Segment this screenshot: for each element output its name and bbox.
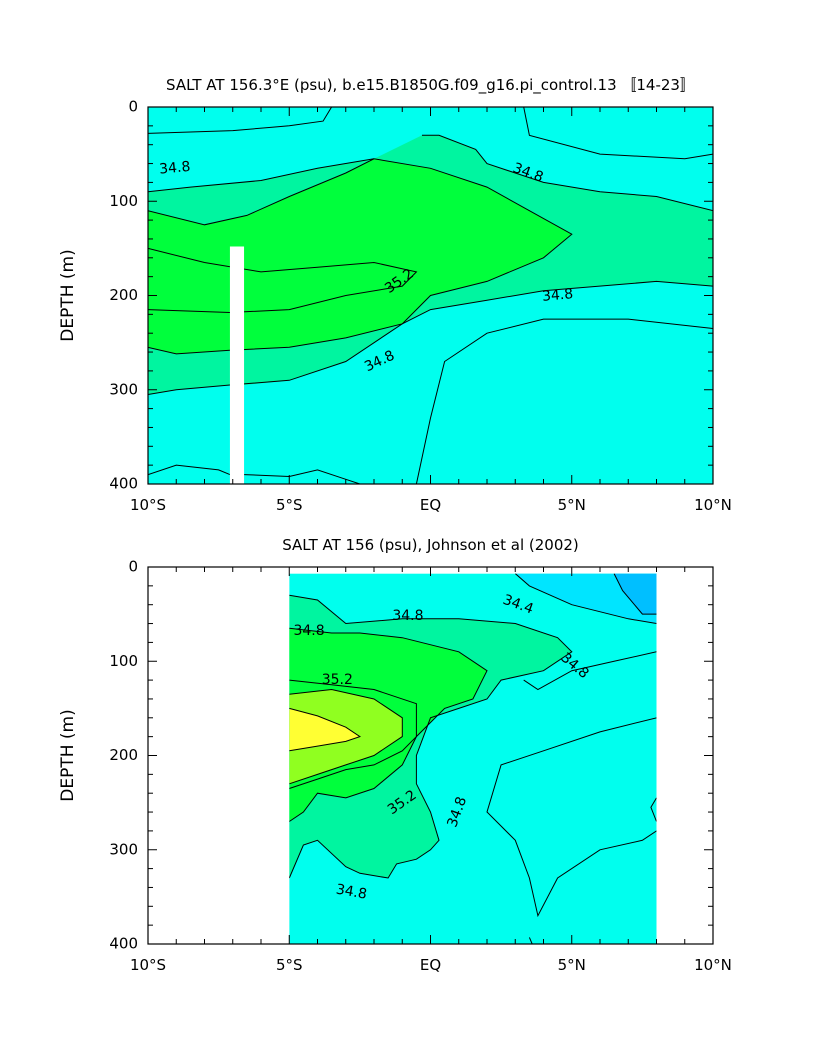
salinity-fill-35-6	[289, 708, 360, 751]
x-tick-label: 5°N	[558, 496, 586, 514]
salinity-fill-34	[614, 573, 657, 615]
contour-label-3: 34.8	[541, 286, 573, 305]
contour-line-6	[613, 573, 657, 615]
y-tick-label: 200	[109, 746, 138, 764]
contour-line-0	[148, 158, 375, 193]
y-axis-title: DEPTH (m)	[58, 709, 78, 801]
contour-line-8	[523, 651, 657, 691]
contour-line-8	[148, 464, 231, 476]
chart-top-model-salinity: 34.8 34.835.2 34.834.810°S 5°S EQ 5°N 10°N0100…	[58, 76, 732, 514]
plot-area: 34.834.8 34.434.835.235.2 34.834.8	[289, 573, 657, 944]
x-tick-label: 10°N	[694, 956, 732, 974]
y-tick-label: 0	[128, 98, 138, 116]
chart-title: SALT AT 156.3°E (psu), b.e15.B1850G.f09_…	[166, 76, 695, 95]
y-tick-label: 300	[109, 380, 138, 398]
y-tick-label: 400	[109, 935, 138, 953]
contour-label-0: 34.8	[293, 623, 324, 639]
contour-line-1	[289, 627, 488, 822]
x-tick-label: EQ	[420, 956, 441, 974]
contour-line-2	[289, 679, 417, 789]
contour-line-5	[514, 573, 657, 624]
x-tick-label: EQ	[420, 496, 441, 514]
x-tick-label: 5°S	[276, 956, 303, 974]
contour-line-10	[528, 937, 533, 944]
chart-title: SALT AT 156 (psu), Johnson et al (2002)	[282, 536, 579, 554]
y-axis-title: DEPTH (m)	[58, 249, 78, 341]
x-tick-label: 5°N	[558, 956, 586, 974]
contour-line-1	[422, 134, 713, 212]
x-tick-label: 10°S	[130, 496, 166, 514]
plot-area: 34.8 34.835.2 34.834.8	[148, 107, 713, 484]
y-tick-label: 0	[128, 558, 138, 576]
contour-label-0: 34.8	[159, 159, 191, 178]
salinity-fill-35	[148, 158, 572, 354]
contour-label-7: 34.8	[335, 882, 368, 903]
contour-line-5	[415, 318, 713, 484]
y-tick-label: 300	[109, 840, 138, 858]
contour-line-3	[289, 688, 403, 785]
contour-line-6	[523, 107, 713, 160]
y-tick-label: 100	[109, 652, 138, 670]
contour-line-2	[148, 158, 573, 355]
contour-line-4	[289, 707, 362, 752]
x-tick-label: 10°N	[694, 496, 732, 514]
contour-line-0	[289, 594, 573, 879]
x-tick-label: 10°S	[130, 956, 166, 974]
x-tick-label: 5°S	[276, 496, 303, 514]
contour-line-7	[148, 107, 333, 134]
y-tick-label: 200	[109, 286, 138, 304]
y-tick-label: 400	[109, 475, 138, 493]
chart-bottom-johnson-salinity: 34.834.8 34.434.835.235.2 34.834.810°S 5°S E…	[58, 536, 732, 974]
missing-data-column	[229, 246, 245, 484]
contour-label-1: 34.8	[392, 608, 423, 624]
contour-label-4: 35.2	[322, 672, 353, 688]
y-tick-label: 100	[109, 192, 138, 210]
contour-line-7	[486, 717, 657, 918]
contour-line-4	[148, 280, 713, 395]
contour-line-9	[650, 797, 657, 822]
contour-line-9	[244, 469, 361, 484]
